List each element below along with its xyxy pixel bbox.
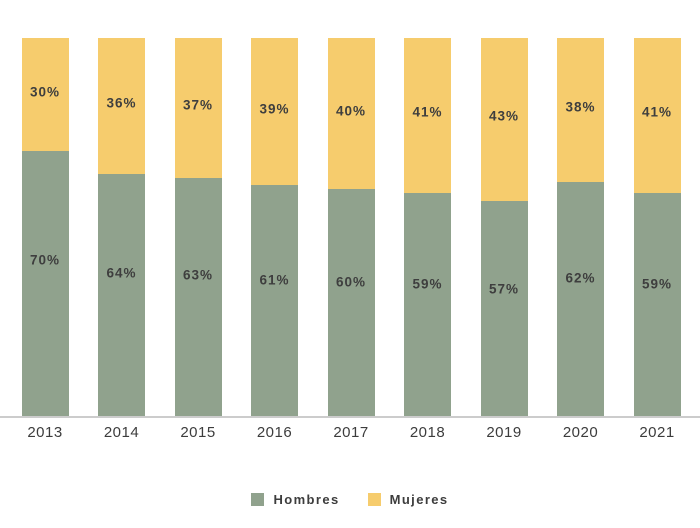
bar-segment-hombres-2015 [174, 177, 222, 416]
bar-segment-hombres-2017 [327, 189, 375, 416]
x-tick-label-2016: 2016 [256, 424, 293, 441]
bar-label-hombres-2017: 60% [335, 274, 367, 290]
x-tick-label-2020: 2020 [562, 424, 599, 441]
legend-swatch-mujeres [367, 493, 381, 506]
legend-label-mujeres: Mujeres [389, 492, 449, 507]
legend: Hombres Mujeres [0, 492, 700, 507]
bar-segment-hombres-2014 [98, 174, 145, 416]
bar-segment-hombres-2018 [404, 192, 451, 416]
bar-segment-hombres-2019 [480, 200, 528, 416]
bar-label-hombres-2013: 70% [29, 252, 61, 268]
bar-segment-mujeres-2014 [98, 38, 145, 175]
bar-label-mujeres-2016: 39% [259, 101, 290, 117]
legend-item-hombres: Hombres [251, 492, 339, 507]
bar-label-hombres-2015: 63% [182, 267, 214, 283]
bar-segment-mujeres-2015 [174, 38, 222, 178]
x-tick-label-2017: 2017 [333, 424, 369, 441]
bar-label-mujeres-2020: 38% [565, 99, 596, 115]
bar-segment-hombres-2021 [633, 192, 681, 416]
bar-label-mujeres-2013: 30% [29, 84, 61, 100]
x-tick-label-2015: 2015 [180, 424, 216, 441]
bar-segment-hombres-2016 [251, 185, 298, 416]
x-tick-label-2014: 2014 [103, 424, 140, 441]
x-tick-label-2019: 2019 [486, 424, 522, 441]
bar-label-hombres-2019: 57% [488, 281, 520, 297]
bar-label-mujeres-2017: 40% [335, 103, 367, 119]
bar-segment-mujeres-2016 [251, 38, 298, 186]
bar-segment-mujeres-2018 [404, 38, 451, 193]
bar-label-hombres-2018: 59% [412, 276, 443, 292]
bar-label-hombres-2021: 59% [641, 276, 673, 292]
bar-segment-mujeres-2019 [480, 38, 528, 201]
bar-segment-mujeres-2021 [633, 38, 681, 193]
bar-segment-mujeres-2017 [327, 38, 375, 190]
bar-label-hombres-2016: 61% [259, 272, 290, 288]
bar-segment-hombres-2020 [557, 181, 604, 416]
bar-label-mujeres-2019: 43% [488, 108, 520, 124]
legend-item-mujeres: Mujeres [367, 492, 449, 507]
x-tick-label-2013: 2013 [27, 424, 63, 441]
x-tick-label-2018: 2018 [409, 424, 446, 441]
bar-label-hombres-2020: 62% [565, 270, 596, 286]
legend-swatch-hombres [251, 493, 265, 506]
bar-segment-mujeres-2020 [557, 38, 604, 182]
bar-label-mujeres-2014: 36% [106, 95, 137, 111]
bar-label-mujeres-2021: 41% [641, 104, 673, 120]
bar-segment-hombres-2013 [21, 151, 69, 416]
legend-label-hombres: Hombres [273, 492, 340, 507]
x-tick-label-2021: 2021 [639, 424, 675, 441]
bar-segment-mujeres-2013 [21, 38, 69, 152]
bar-label-mujeres-2018: 41% [412, 104, 443, 120]
bar-label-hombres-2014: 64% [106, 265, 137, 281]
bar-label-mujeres-2015: 37% [182, 97, 214, 113]
x-axis-line [0, 416, 700, 418]
